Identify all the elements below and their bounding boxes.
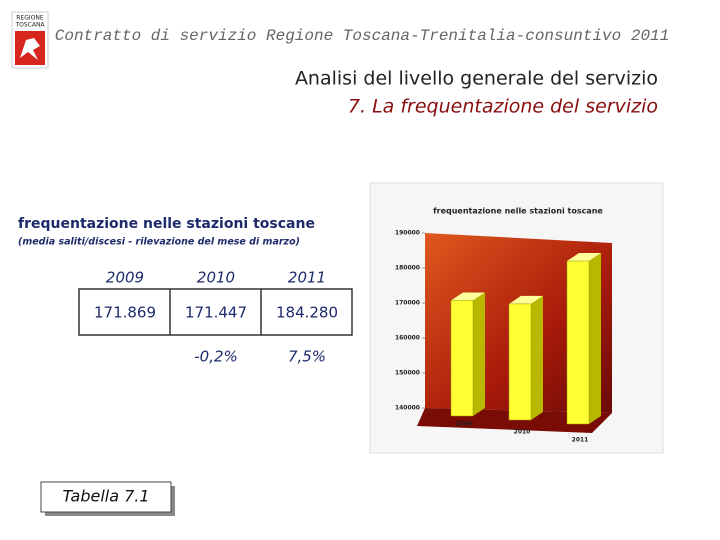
- x-tick-label: 2011: [572, 437, 589, 444]
- bar: [450, 300, 474, 417]
- change-label: -0,2%: [194, 348, 238, 366]
- bar-top: [451, 292, 485, 301]
- chart-title: frequentazione nelle stazioni toscane: [433, 207, 603, 216]
- x-tick-label: 2010: [514, 429, 531, 436]
- y-tick-label: 160000: [395, 335, 420, 342]
- y-tick-label: 140000: [395, 405, 420, 412]
- bar-top: [509, 295, 543, 304]
- table-border: [78, 288, 353, 336]
- y-tick-label: 150000: [395, 370, 420, 377]
- table-title: frequentazione nelle stazioni toscane: [18, 216, 315, 232]
- year-label: 2011: [288, 269, 326, 287]
- logo-pegasus: [20, 38, 40, 60]
- bar-top: [567, 253, 601, 262]
- caption: Tabella 7.1: [62, 487, 149, 506]
- y-tick-label: 180000: [395, 265, 420, 272]
- bar-side: [531, 295, 543, 420]
- bar: [508, 303, 532, 421]
- year-label: 2010: [197, 269, 235, 287]
- bar-side: [589, 253, 601, 424]
- heading: Analisi del livello generale del servizi…: [295, 68, 658, 90]
- logo-text: REGIONE: [16, 15, 44, 22]
- bar: [566, 260, 590, 425]
- y-tick-label: 190000: [395, 230, 420, 237]
- change-label: 7,5%: [288, 348, 326, 366]
- logo-text: TOSCANA: [14, 22, 45, 29]
- table: [78, 288, 353, 336]
- table-cell: 171.869: [94, 304, 156, 322]
- x-tick-label: 2009: [456, 421, 473, 428]
- year-label: 2009: [106, 269, 144, 287]
- header-title: Contratto di servizio Regione Toscana-Tr…: [55, 27, 670, 45]
- table-subtitle: (media saliti/discesi - rilevazione del …: [18, 237, 300, 248]
- y-tick-label: 170000: [395, 300, 420, 307]
- caption-box: [40, 481, 172, 513]
- table-cell: 184.280: [276, 304, 338, 322]
- table-cell: 171.447: [185, 304, 247, 322]
- subheading: 7. La frequentazione del servizio: [348, 96, 658, 118]
- bar-side: [473, 292, 485, 416]
